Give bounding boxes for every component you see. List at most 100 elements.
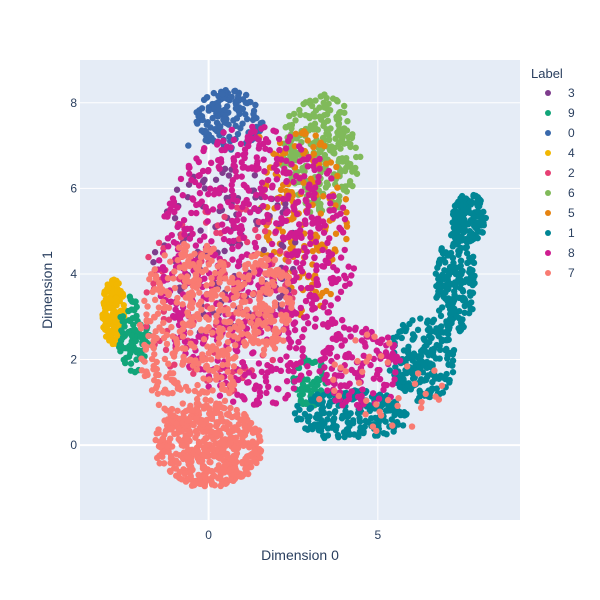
data-point	[209, 468, 216, 475]
data-point	[284, 362, 292, 369]
data-point	[304, 284, 312, 292]
data-point	[264, 215, 272, 223]
legend-item-8[interactable]: 8	[545, 246, 575, 260]
legend-item-5[interactable]: 5	[545, 206, 575, 220]
data-point	[286, 295, 293, 302]
legend-item-1[interactable]: 1	[545, 226, 575, 240]
data-point	[279, 228, 286, 235]
data-point	[193, 118, 200, 126]
data-point	[433, 385, 440, 392]
legend-item-4[interactable]: 4	[545, 146, 575, 160]
legend-item-9[interactable]: 9	[545, 106, 575, 120]
legend-item-3[interactable]: 3	[545, 86, 575, 100]
data-point	[164, 213, 171, 220]
data-point	[304, 363, 311, 370]
legend-items[interactable]: 3 9 0 4 2 6 5 1 8 7	[545, 86, 575, 280]
data-point	[330, 206, 337, 214]
data-point	[249, 313, 256, 320]
data-point	[133, 356, 140, 363]
data-point	[203, 282, 210, 289]
data-point	[151, 249, 159, 256]
data-point	[215, 163, 222, 171]
data-point	[248, 253, 255, 260]
data-point	[202, 137, 209, 144]
data-point	[195, 471, 202, 479]
legend[interactable]: Label 3 9 0 4 2 6 5 1 8 7	[531, 66, 575, 280]
data-point	[275, 336, 283, 343]
legend-item-7[interactable]: 7	[545, 266, 575, 280]
data-point	[201, 275, 208, 282]
data-point	[240, 292, 248, 299]
data-point	[290, 368, 297, 375]
data-point	[227, 476, 234, 484]
data-point	[242, 91, 250, 99]
data-point	[214, 405, 221, 412]
data-point	[185, 278, 192, 285]
data-point	[192, 434, 199, 441]
data-point	[213, 141, 221, 148]
data-point	[150, 259, 157, 266]
data-point	[214, 353, 222, 360]
data-point	[330, 193, 337, 200]
legend-item-0[interactable]: 0	[545, 126, 575, 140]
data-point	[231, 287, 238, 294]
data-point	[238, 253, 245, 261]
data-point	[187, 472, 194, 480]
data-point	[305, 202, 312, 210]
data-point	[237, 222, 245, 230]
data-point	[285, 258, 292, 265]
data-point	[427, 360, 434, 367]
data-point	[208, 274, 215, 282]
data-point	[209, 100, 216, 108]
data-point	[243, 251, 251, 258]
data-point	[168, 323, 175, 331]
data-point	[183, 225, 191, 233]
data-point	[290, 320, 297, 328]
data-point	[117, 342, 124, 350]
data-point	[172, 450, 180, 458]
data-point	[220, 235, 228, 243]
data-point	[324, 416, 331, 423]
x-axis-title: Dimension 0	[261, 547, 339, 563]
data-point	[151, 266, 159, 273]
data-point	[307, 229, 314, 236]
data-point	[167, 258, 174, 265]
legend-item-2[interactable]: 2	[545, 166, 575, 180]
data-point	[305, 112, 312, 120]
data-point	[457, 257, 465, 265]
data-point	[244, 379, 251, 386]
data-point	[261, 123, 268, 131]
legend-marker	[545, 110, 551, 116]
data-point	[320, 432, 327, 440]
data-point	[198, 105, 206, 112]
data-point	[209, 329, 216, 336]
data-point	[332, 397, 339, 404]
data-point	[287, 338, 295, 346]
data-point	[221, 116, 228, 123]
data-point	[317, 93, 324, 100]
data-point	[213, 400, 220, 407]
data-point	[127, 360, 135, 367]
data-point	[285, 329, 292, 337]
data-point	[335, 140, 342, 148]
data-point	[180, 246, 188, 253]
data-point	[310, 194, 318, 202]
data-point	[196, 171, 203, 179]
y-axis-title: Dimension 1	[39, 251, 55, 329]
series-4	[99, 276, 128, 348]
data-point	[334, 295, 341, 302]
data-point	[208, 238, 215, 245]
legend-item-6[interactable]: 6	[545, 186, 575, 200]
data-point	[177, 175, 185, 183]
data-point	[316, 368, 323, 375]
data-point	[171, 268, 178, 275]
data-point	[340, 324, 348, 331]
data-point	[290, 385, 298, 392]
data-point	[209, 114, 216, 122]
data-point	[336, 126, 343, 133]
data-point	[155, 257, 163, 264]
data-point	[416, 358, 423, 365]
data-point	[232, 437, 239, 444]
data-point	[255, 233, 262, 241]
